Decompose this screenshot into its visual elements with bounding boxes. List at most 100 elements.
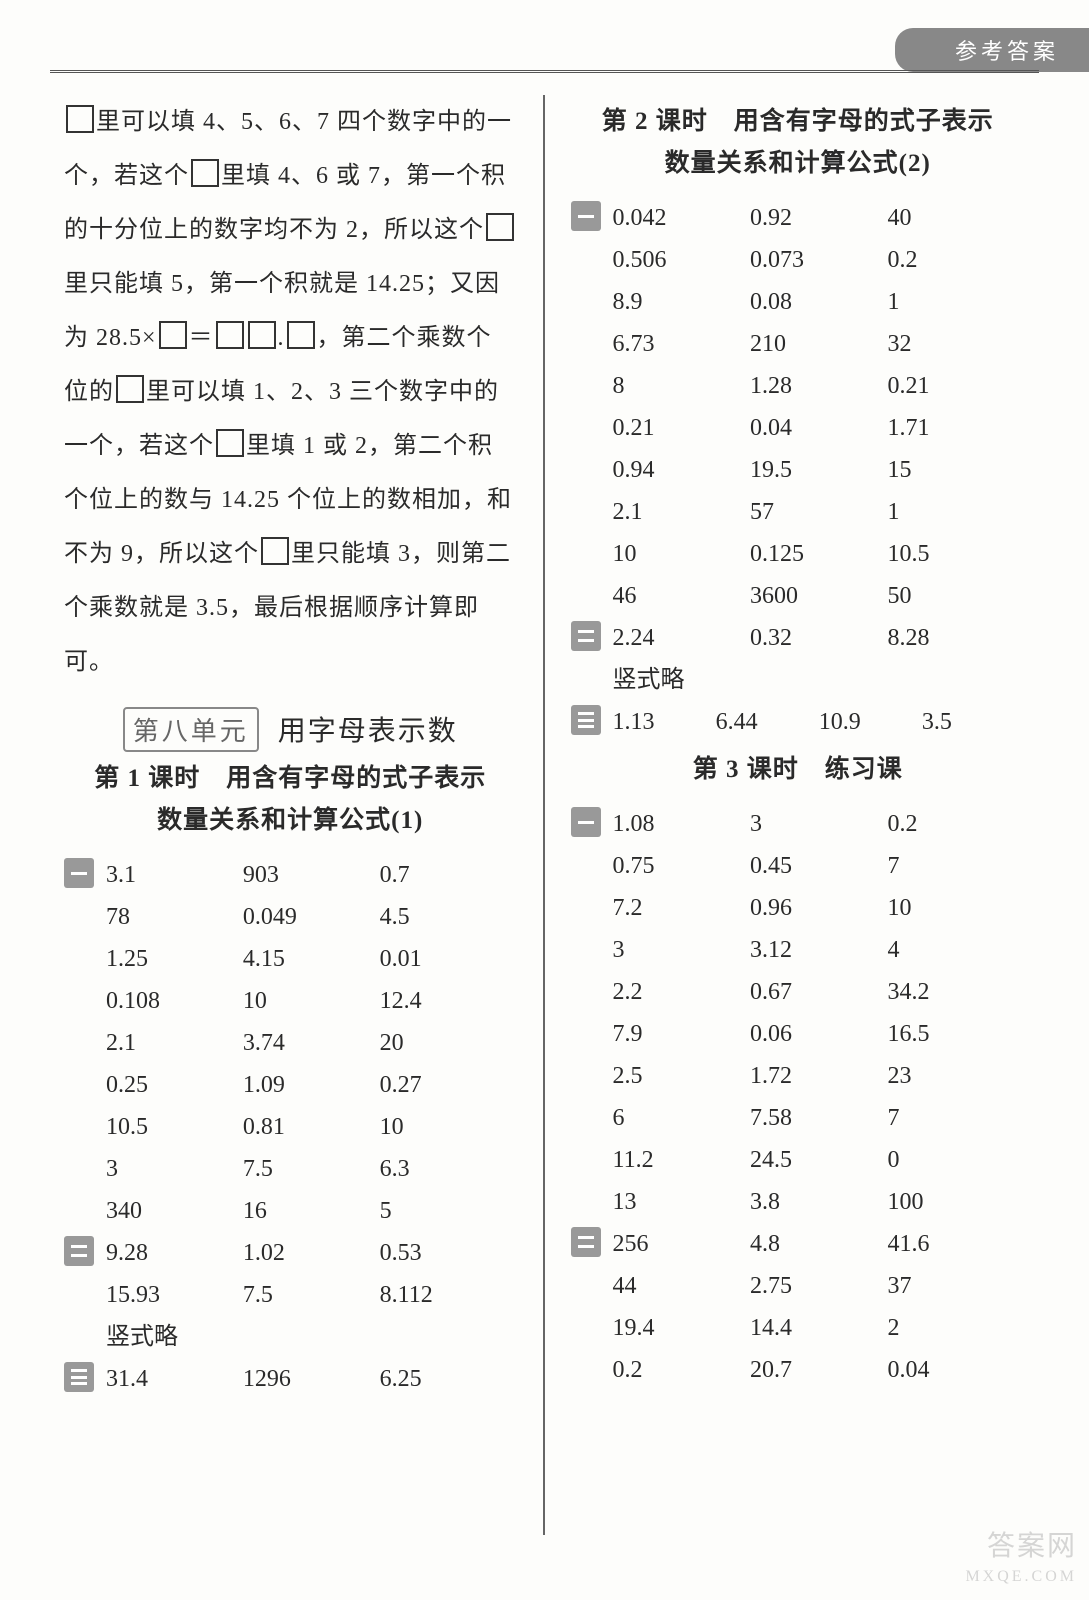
data-cell: 7.5 — [243, 1148, 380, 1190]
data-cell: 2.5 — [613, 1055, 751, 1097]
watermark: 答案网 MXQE.COM — [965, 1532, 1077, 1592]
data-cell: 1.13 — [613, 701, 716, 743]
data-cell: 41.6 — [888, 1223, 1026, 1265]
lesson2-sec2: 2.240.328.28 — [571, 617, 1026, 659]
section-badge-icon — [571, 201, 601, 231]
columns: 里可以填 4、5、6、7 四个数字中的一个，若这个里填 4、6 或 7，第一个积… — [50, 95, 1039, 1535]
data-cell: 6.25 — [380, 1358, 517, 1400]
blank-box — [248, 321, 276, 349]
data-cell: 1 — [888, 281, 1026, 323]
blank-box — [287, 321, 315, 349]
blank-box — [116, 375, 144, 403]
data-cell: 5 — [380, 1190, 517, 1232]
lesson2-sec3: 1.136.4410.93.5 — [571, 701, 1026, 743]
data-cell: 40 — [888, 197, 1026, 239]
data-cell: 0.75 — [613, 845, 751, 887]
data-cell: 8.112 — [380, 1274, 517, 1316]
header-tab: 参考答案 — [895, 28, 1089, 72]
data-cell: 3 — [750, 803, 888, 845]
data-cell: 20 — [380, 1022, 517, 1064]
blank-box — [159, 321, 187, 349]
data-cell: 34.2 — [888, 971, 1026, 1013]
data-cell: 256 — [613, 1223, 751, 1265]
lesson3-sec2: 2564.841.6442.753719.414.420.220.70.04 — [571, 1223, 1026, 1391]
data-cell: 19.4 — [613, 1307, 751, 1349]
data-cell: 340 — [106, 1190, 243, 1232]
section-badge-icon — [64, 1362, 94, 1392]
data-cell: 0.94 — [613, 449, 751, 491]
data-cell: 2.24 — [613, 617, 751, 659]
data-cell: 1.72 — [750, 1055, 888, 1097]
data-cell: 24.5 — [750, 1139, 888, 1181]
data-cell: 3 — [613, 929, 751, 971]
data-cell: 1296 — [243, 1358, 380, 1400]
data-cell: 10 — [380, 1106, 517, 1148]
data-cell: 0.27 — [380, 1064, 517, 1106]
data-cell: 0.21 — [613, 407, 751, 449]
data-cell: 2 — [888, 1307, 1026, 1349]
data-cell: 7 — [888, 845, 1026, 887]
data-cell: 0.81 — [243, 1106, 380, 1148]
data-cell: 3.12 — [750, 929, 888, 971]
explanation-text: 里可以填 4、5、6、7 四个数字中的一个，若这个里填 4、6 或 7，第一个积… — [64, 95, 517, 689]
data-cell: 1.25 — [106, 938, 243, 980]
data-cell: 20.7 — [750, 1349, 888, 1391]
lesson3-title: 第 3 课时 练习课 — [571, 749, 1026, 791]
data-cell: 11.2 — [613, 1139, 751, 1181]
data-cell: 3.5 — [922, 701, 1025, 743]
data-cell: 0.08 — [750, 281, 888, 323]
data-cell: 37 — [888, 1265, 1026, 1307]
data-cell: 0.04 — [750, 407, 888, 449]
data-cell: 1.02 — [243, 1232, 380, 1274]
data-cell: 78 — [106, 896, 243, 938]
data-cell: 210 — [750, 323, 888, 365]
data-cell: 10 — [243, 980, 380, 1022]
data-cell: 3.1 — [106, 854, 243, 896]
right-column: 第 2 课时 用含有字母的式子表示 数量关系和计算公式(2) 0.0420.92… — [545, 95, 1040, 1535]
data-cell: 16 — [243, 1190, 380, 1232]
data-cell: 2.1 — [613, 491, 751, 533]
lesson3-sec1: 1.0830.20.750.4577.20.961033.1242.20.673… — [571, 803, 1026, 1223]
lesson1-sec3: 31.412966.25 — [64, 1358, 517, 1400]
data-cell: 0.25 — [106, 1064, 243, 1106]
data-cell: 31.4 — [106, 1358, 243, 1400]
data-cell: 0.01 — [380, 938, 517, 980]
data-cell: 2.2 — [613, 971, 751, 1013]
lesson2-sec2-note: 竖式略 — [571, 659, 1026, 701]
blank-box — [66, 105, 94, 133]
lesson1-title: 第 1 课时 用含有字母的式子表示 数量关系和计算公式(1) — [64, 758, 517, 842]
blank-box — [486, 213, 514, 241]
header-rule — [50, 70, 1039, 73]
section-badge-icon — [64, 1236, 94, 1266]
data-cell: 0.67 — [750, 971, 888, 1013]
data-cell: 16.5 — [888, 1013, 1026, 1055]
section-badge-icon — [571, 807, 601, 837]
data-cell: 0.042 — [613, 197, 751, 239]
data-cell: 0.7 — [380, 854, 517, 896]
data-cell: 19.5 — [750, 449, 888, 491]
lesson2-sec1: 0.0420.92400.5060.0730.28.90.0816.732103… — [571, 197, 1026, 617]
data-cell: 0 — [888, 1139, 1026, 1181]
data-cell: 6.44 — [716, 701, 819, 743]
data-cell: 9.28 — [106, 1232, 243, 1274]
data-cell: 0.2 — [613, 1349, 751, 1391]
data-cell: 0.2 — [888, 803, 1026, 845]
data-cell: 0.45 — [750, 845, 888, 887]
data-cell: 10.5 — [106, 1106, 243, 1148]
data-cell: 57 — [750, 491, 888, 533]
data-cell: 32 — [888, 323, 1026, 365]
data-cell: 10 — [613, 533, 751, 575]
data-cell: 4.15 — [243, 938, 380, 980]
page: 参考答案 里可以填 4、5、6、7 四个数字中的一个，若这个里填 4、6 或 7… — [0, 0, 1089, 1600]
blank-box — [216, 321, 244, 349]
data-cell: 0.92 — [750, 197, 888, 239]
data-cell: 6.73 — [613, 323, 751, 365]
data-cell: 1.71 — [888, 407, 1026, 449]
blank-box — [191, 159, 219, 187]
data-cell: 4.5 — [380, 896, 517, 938]
data-cell: 6 — [613, 1097, 751, 1139]
data-cell: 15 — [888, 449, 1026, 491]
data-cell: 1.08 — [613, 803, 751, 845]
section-badge-icon — [64, 858, 94, 888]
data-cell: 1.28 — [750, 365, 888, 407]
